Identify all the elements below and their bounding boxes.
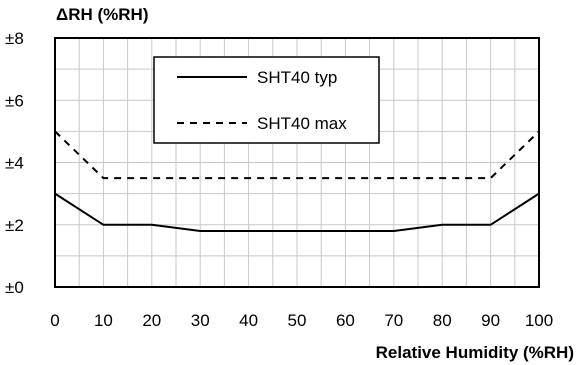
legend-box (153, 56, 380, 144)
x-tick-label: 50 (288, 311, 307, 330)
x-tick-label: 10 (94, 311, 113, 330)
series-lines (54, 130, 540, 232)
y-axis-label: ΔRH (%RH) (56, 5, 149, 24)
x-tick-label: 40 (239, 311, 258, 330)
x-tick-label: 20 (142, 311, 161, 330)
y-tick-labels: ±0 ±2 ±4 ±6 ±8 (5, 29, 24, 297)
series-line-typ (54, 192, 540, 232)
legend-label-max: SHT40 max (257, 114, 347, 133)
x-tick-label: 60 (336, 311, 355, 330)
x-tick-label: 70 (384, 311, 403, 330)
x-tick-labels: 0 10 20 30 40 50 60 70 80 90 100 (50, 311, 553, 330)
series-line-max (54, 130, 540, 180)
x-axis-label: Relative Humidity (%RH) (376, 343, 574, 362)
legend: SHT40 typ SHT40 max (153, 56, 380, 144)
y-tick-label: ±0 (5, 278, 24, 297)
x-tick-label: 30 (191, 311, 210, 330)
y-tick-label: ±2 (5, 216, 24, 235)
x-tick-label: 0 (50, 311, 59, 330)
y-tick-label: ±4 (5, 154, 24, 173)
x-tick-label: 90 (481, 311, 500, 330)
y-tick-label: ±6 (5, 91, 24, 110)
plot-frame (54, 37, 540, 288)
x-tick-label: 100 (525, 311, 553, 330)
y-tick-label: ±8 (5, 29, 24, 48)
legend-label-typ: SHT40 typ (257, 68, 337, 87)
x-tick-label: 80 (433, 311, 452, 330)
